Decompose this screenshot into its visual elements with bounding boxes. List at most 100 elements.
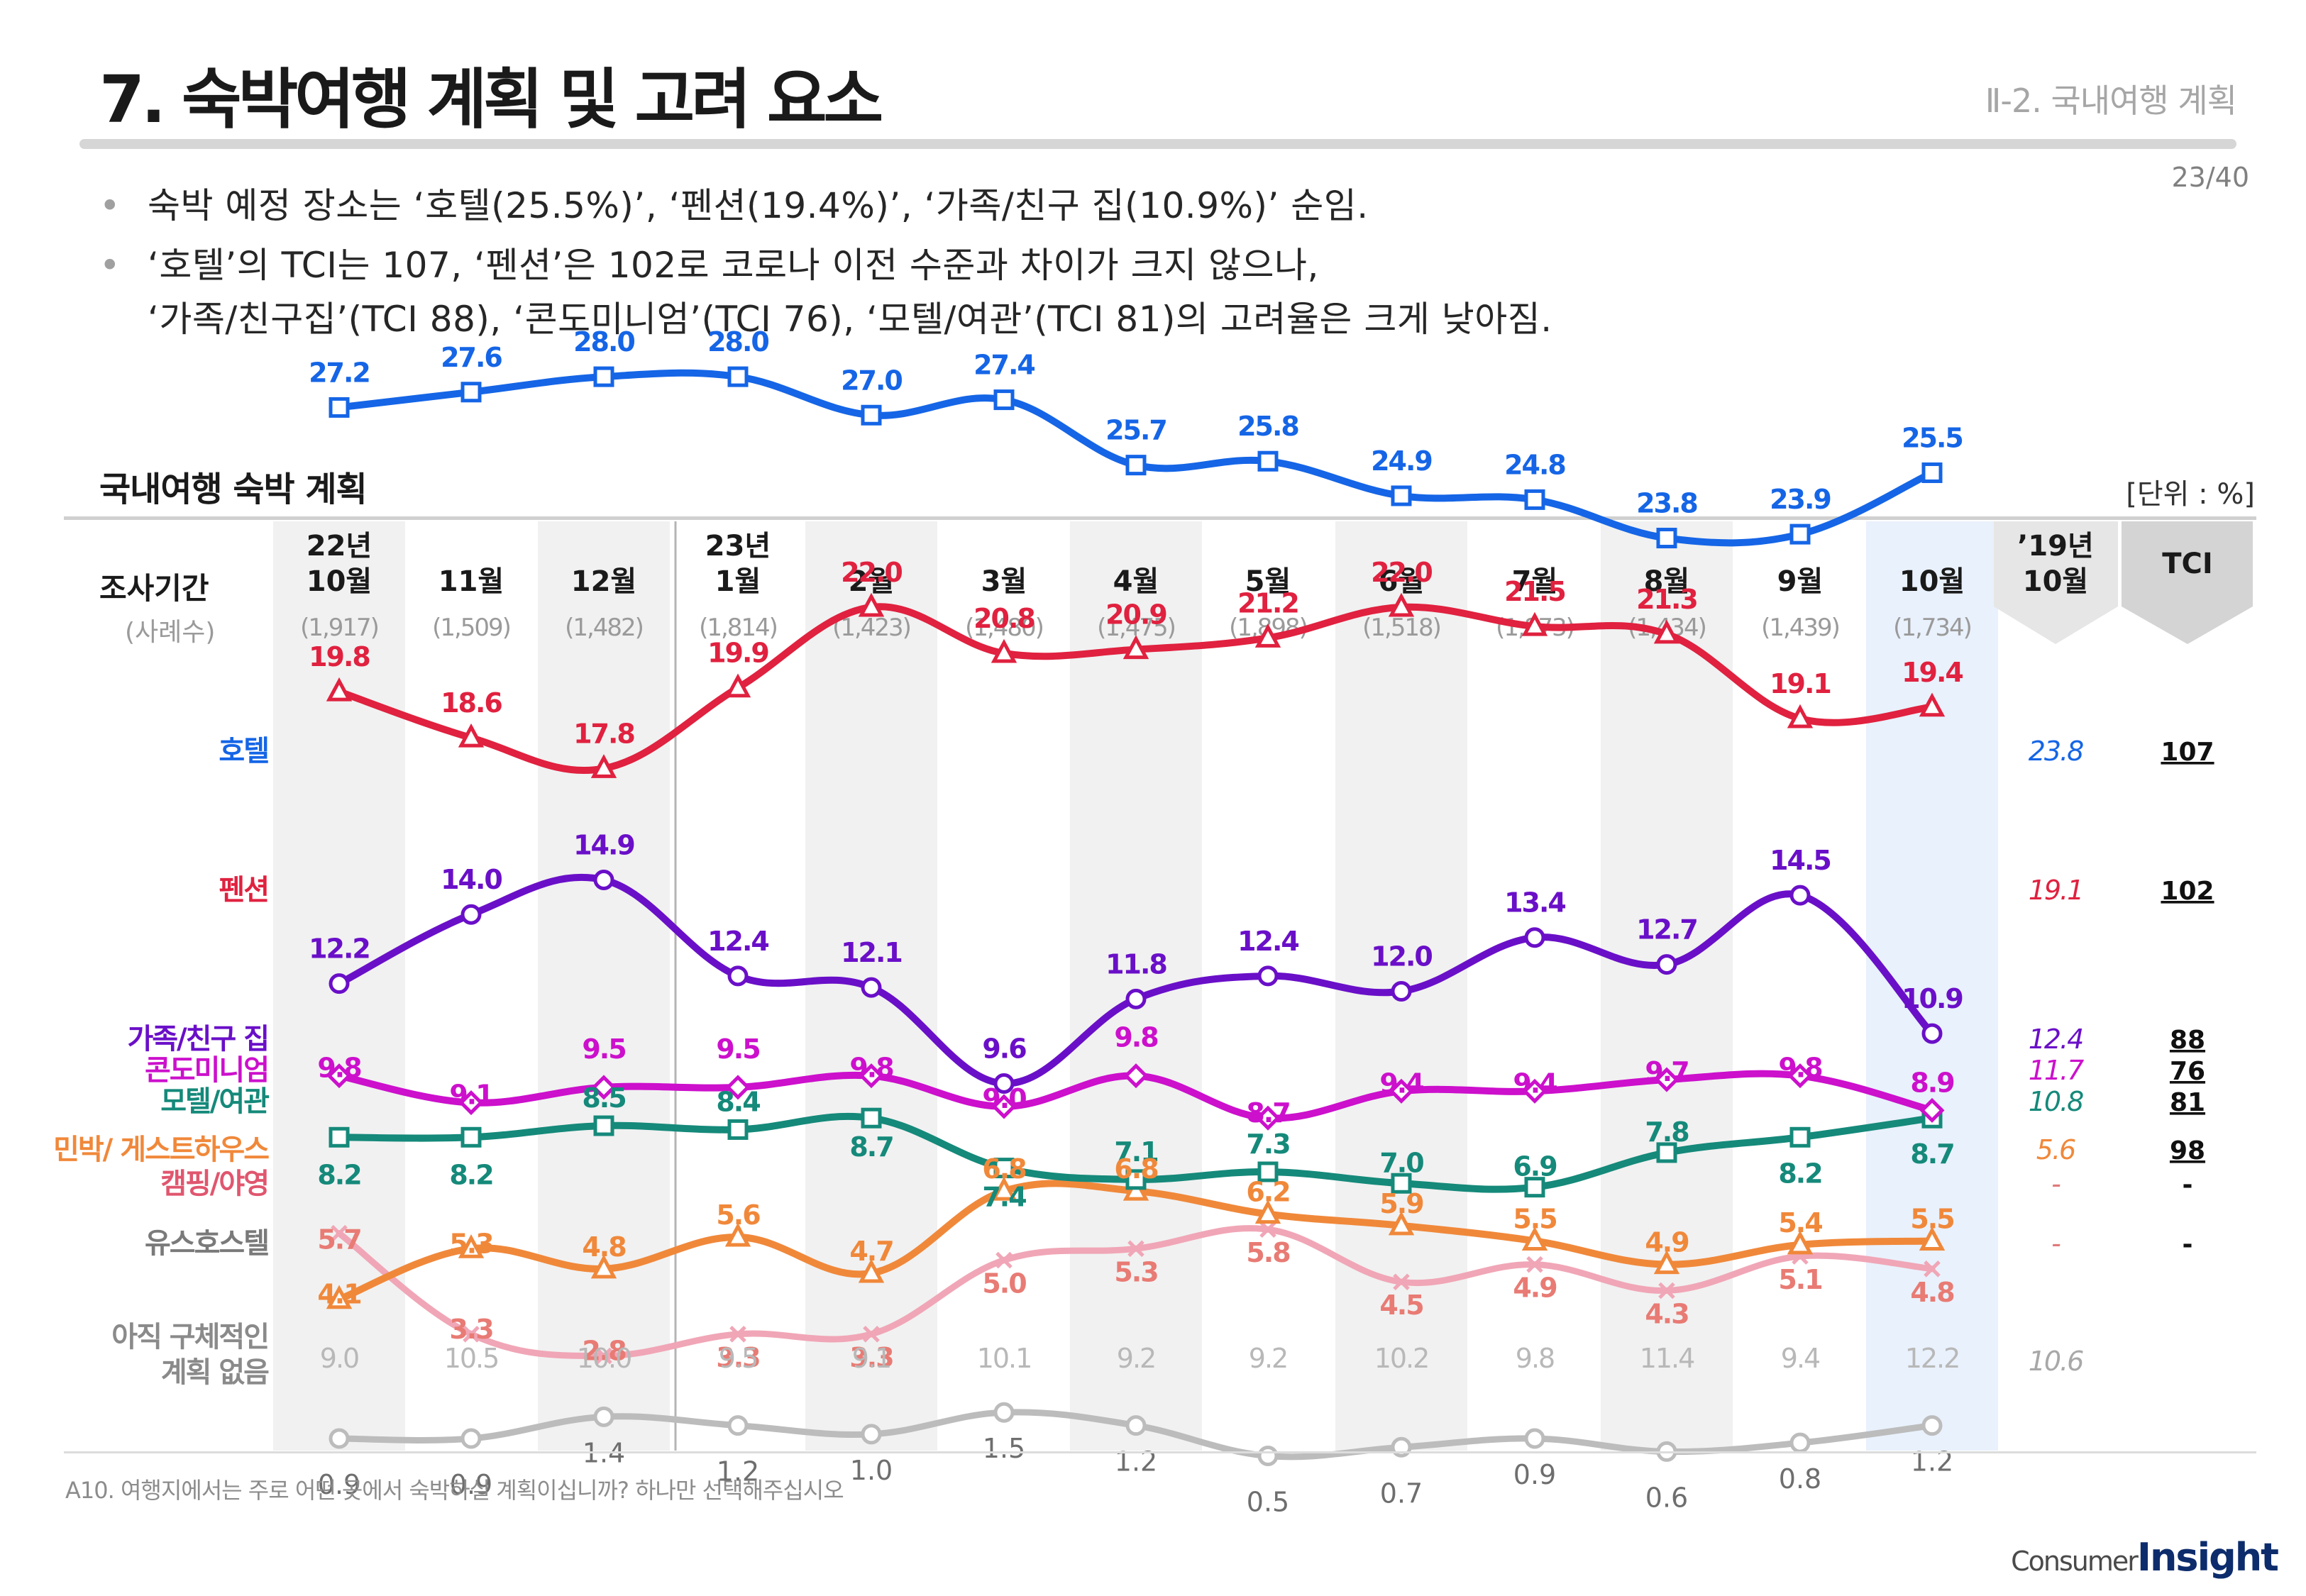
title-divider — [79, 139, 2236, 149]
data-label-camping: 4.3 — [1645, 1298, 1688, 1329]
data-label-minbak: 4.8 — [582, 1231, 626, 1263]
data-point-hotel — [1656, 528, 1677, 549]
data-label-pension: 19.1 — [1770, 668, 1831, 699]
data-label-family: 11.8 — [1105, 948, 1166, 980]
data-point-family — [1391, 981, 1412, 1002]
no-plan-value: 10.5 — [444, 1343, 499, 1374]
bullet-1: • 숙박 예정 장소는 ‘호텔(25.5%)’, ‘펜션(19.4%)’, ‘가족… — [99, 177, 1369, 228]
reference-value-camping: - — [2051, 1168, 2060, 1199]
data-label-hostel: 0.5 — [1247, 1487, 1289, 1518]
data-point-hostel — [1524, 1428, 1545, 1449]
no-plan-value: 9.0 — [320, 1343, 358, 1374]
no-plan-value: 10.2 — [1374, 1343, 1429, 1374]
x-marker-stroke — [1526, 1256, 1543, 1273]
data-label-hostel: 0.9 — [318, 1469, 360, 1500]
data-label-pension: 19.4 — [1902, 657, 1963, 688]
sample-count-label: (1,509) — [432, 614, 510, 642]
page-title: 7. 숙박여행 계획 및 고려 요소 — [99, 62, 883, 138]
data-label-condo: 8.9 — [1910, 1067, 1954, 1098]
data-point-camping — [863, 1326, 880, 1343]
data-label-minbak: 4.9 — [1645, 1227, 1689, 1258]
data-point-pension — [1919, 692, 1946, 717]
survey-question: A10. 여행지에서는 주로 어떤 곳에서 숙박하실 계획이십니까? 하나만 선… — [65, 1477, 844, 1504]
period-month-label: 6월 — [1379, 565, 1425, 598]
data-label-family: 14.0 — [441, 864, 502, 895]
data-point-condo — [591, 1075, 617, 1100]
data-label-family: 12.1 — [841, 937, 902, 968]
no-plan-reference: 10.6 — [2029, 1346, 2083, 1377]
period-month-label: 10월 — [1899, 565, 1965, 598]
data-point-hostel — [727, 1415, 749, 1436]
data-point-minbak — [1787, 1230, 1814, 1255]
data-label-pension: 17.8 — [573, 718, 634, 749]
sample-count-label: (1,439) — [1761, 614, 1839, 642]
data-point-hostel — [861, 1424, 882, 1445]
data-point-condo — [458, 1090, 484, 1116]
data-point-motel — [861, 1107, 882, 1129]
data-point-minbak — [858, 1258, 885, 1283]
tci-header-bg — [2122, 521, 2253, 644]
data-label-condo: 9.0 — [982, 1083, 1026, 1114]
data-point-minbak — [1254, 1199, 1281, 1224]
bullet-dot-icon: • — [99, 185, 121, 226]
data-point-family — [460, 904, 482, 925]
no-plan-value: 9.2 — [1249, 1343, 1287, 1374]
data-label-hotel: 24.8 — [1504, 449, 1565, 480]
data-point-pension — [1653, 619, 1680, 644]
data-label-family: 10.9 — [1902, 983, 1963, 1014]
period-header: 조사기간 — [99, 571, 209, 606]
x-marker-stroke — [331, 1224, 348, 1242]
data-label-minbak: 6.8 — [1114, 1153, 1158, 1185]
data-label-hotel: 28.0 — [573, 326, 634, 358]
data-label-hotel: 27.6 — [441, 342, 502, 373]
data-point-hostel — [460, 1428, 482, 1449]
data-label-hotel: 24.9 — [1371, 445, 1432, 477]
data-label-camping: 5.1 — [1778, 1264, 1821, 1295]
data-point-hotel — [1789, 523, 1811, 545]
period-month-label: 4월 — [1113, 565, 1159, 598]
data-point-hotel — [1257, 450, 1279, 472]
series-name-camping: 캠핑/야영 — [160, 1168, 268, 1200]
no-plan-value: 12.2 — [1905, 1343, 1960, 1374]
tci-value-camping: - — [2183, 1170, 2193, 1199]
chart-bottom-rule — [64, 1451, 2256, 1453]
data-label-minbak: 5.3 — [449, 1228, 492, 1259]
data-label-hostel: 1.2 — [1911, 1446, 1953, 1478]
data-label-condo: 8.7 — [1246, 1097, 1289, 1129]
data-point-pension — [1388, 592, 1415, 617]
x-marker-stroke — [1658, 1282, 1675, 1299]
data-label-motel: 8.2 — [449, 1159, 492, 1190]
data-point-camping — [1259, 1221, 1276, 1238]
logo-main: Insight — [2136, 1535, 2279, 1580]
data-point-family — [329, 973, 350, 994]
data-label-hostel: 1.0 — [850, 1455, 893, 1486]
data-point-hotel — [727, 366, 749, 387]
data-label-hotel: 28.0 — [707, 326, 768, 358]
data-label-motel: 8.4 — [716, 1086, 760, 1117]
data-point-pension — [991, 638, 1017, 663]
data-point-family — [727, 965, 749, 987]
period-month-label: 12월 — [571, 565, 636, 598]
data-point-camping — [331, 1224, 348, 1242]
data-label-motel: 6.9 — [1513, 1151, 1557, 1182]
x-marker-stroke — [995, 1251, 1013, 1269]
column-shade — [1601, 521, 1733, 1451]
reference-value-motel: 10.8 — [2029, 1086, 2083, 1117]
tci-header-label: TCI — [2162, 548, 2213, 580]
tci-value-hostel: - — [2183, 1230, 2193, 1259]
data-point-motel — [1391, 1173, 1412, 1194]
data-point-pension — [458, 723, 485, 748]
bullet-2-text: ‘호텔’의 TCI는 107, ‘펜션’은 102로 코로나 이전 수준과 차이… — [148, 245, 1319, 286]
data-point-condo — [859, 1063, 884, 1089]
period-month-label: 2월 — [849, 565, 895, 598]
chart-top-rule — [64, 516, 2256, 520]
data-label-hostel: 0.6 — [1645, 1482, 1688, 1513]
data-label-camping: 4.8 — [1910, 1277, 1954, 1308]
data-label-pension: 22.0 — [841, 557, 902, 588]
data-label-condo: 9.5 — [716, 1033, 759, 1065]
data-point-minbak — [724, 1222, 751, 1247]
reference-header-bg — [1994, 521, 2118, 644]
data-point-hotel — [593, 366, 614, 387]
reference-value-family: 12.4 — [2029, 1024, 2083, 1055]
data-point-condo — [1255, 1105, 1281, 1131]
